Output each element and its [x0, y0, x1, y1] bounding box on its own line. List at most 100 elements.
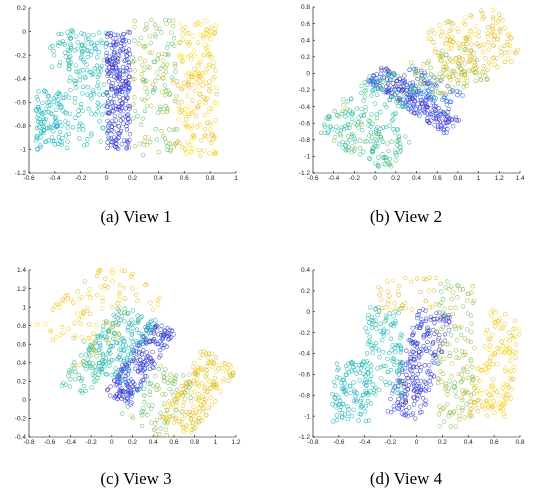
scatter-point: [89, 296, 93, 300]
scatter-point: [448, 351, 452, 355]
x-tick-label: 0.2: [128, 439, 137, 446]
scatter-point: [503, 44, 507, 48]
x-tick-label: 0.2: [391, 175, 400, 182]
x-tick-label: -0.6: [44, 439, 56, 446]
scatter-point: [134, 293, 138, 297]
scatter-point: [404, 307, 408, 311]
scatter-point: [127, 61, 131, 65]
y-tick-label: -0.6: [299, 120, 311, 127]
scatter-point: [120, 142, 124, 146]
scatter-point: [461, 305, 465, 309]
scatter-point: [396, 387, 400, 391]
scatter-point: [185, 94, 189, 98]
scatter-point: [73, 116, 77, 120]
scatter-point: [130, 336, 134, 340]
scatter-point: [417, 363, 421, 367]
scatter-point: [205, 19, 209, 23]
scatter-point: [470, 322, 474, 326]
scatter-point: [156, 332, 160, 336]
scatter-point: [515, 342, 519, 346]
scatter-point: [463, 416, 467, 420]
scatter-point: [88, 322, 92, 326]
scatter-point: [350, 414, 354, 418]
scatter-point: [454, 115, 458, 119]
scatter-point: [186, 141, 190, 145]
scatter-point: [475, 389, 479, 393]
scatter-point: [140, 315, 144, 319]
scatter-point: [58, 130, 62, 134]
scatter-point: [220, 366, 224, 370]
scatter-point: [157, 367, 161, 371]
scatter-point: [190, 430, 194, 434]
scatter-point: [78, 78, 82, 82]
scatter-point: [433, 32, 437, 36]
scatter-point: [74, 82, 78, 86]
scatter-point: [95, 64, 99, 68]
scatter-point: [57, 135, 61, 139]
scatter-point: [453, 390, 457, 394]
scatter-point: [150, 18, 154, 22]
caption-view-2: (b) View 2: [370, 207, 442, 226]
scatter-point: [485, 390, 489, 394]
scatter-point: [443, 386, 447, 390]
scatter-point: [143, 45, 147, 49]
scatter-point: [198, 100, 202, 104]
scatter-point: [416, 102, 420, 106]
scatter-point: [369, 368, 373, 372]
scatter-point: [153, 422, 157, 426]
scatter-point: [503, 51, 507, 55]
scatter-point: [500, 340, 504, 344]
scatter-point: [501, 386, 505, 390]
scatter-point: [396, 143, 400, 147]
scatter-point: [410, 308, 414, 312]
scatter-point: [441, 31, 445, 35]
scatter-point: [122, 286, 126, 290]
scatter-point: [191, 34, 195, 38]
scatter-point: [192, 146, 196, 150]
scatter-point: [486, 26, 490, 30]
scatter-point: [209, 141, 213, 145]
scatter-point: [447, 328, 451, 332]
scatter-point: [436, 381, 440, 385]
scatter-point: [172, 394, 176, 398]
scatter-point: [214, 24, 218, 28]
scatter-point: [367, 313, 371, 317]
scatter-point: [43, 121, 47, 125]
scatter-point: [470, 43, 474, 47]
scatter-point: [411, 326, 415, 330]
scatter-point: [370, 315, 374, 319]
scatter-point: [118, 95, 122, 99]
scatter-point: [77, 128, 81, 132]
scatter-point: [421, 396, 425, 400]
scatter-point: [114, 340, 118, 344]
scatter-point: [51, 308, 55, 312]
scatter-point: [446, 60, 450, 64]
scatter-point: [427, 346, 431, 350]
scatter-point: [446, 280, 450, 284]
scatter-point: [349, 391, 353, 395]
scatter-point: [136, 114, 140, 118]
scatter-point: [106, 119, 110, 123]
scatter-point: [130, 318, 134, 322]
x-tick-label: 1.2: [495, 175, 504, 182]
scatter-point: [386, 330, 390, 334]
scatter-point: [121, 122, 125, 126]
scatter-point: [453, 381, 457, 385]
scatter-point: [140, 424, 144, 428]
scatter-point: [441, 297, 445, 301]
scatter-point: [481, 70, 485, 74]
y-tick-label: 0.8: [301, 4, 310, 11]
scatter-point: [506, 57, 510, 61]
scatter-point: [151, 404, 155, 408]
scatter-point: [419, 379, 423, 383]
scatter-point: [366, 317, 370, 321]
scatter-point: [96, 81, 100, 85]
scatter-point: [499, 350, 503, 354]
x-tick-label: -0.4: [49, 175, 61, 182]
scatter-point: [375, 93, 379, 97]
y-tick-label: 0.4: [17, 360, 26, 367]
scatter-point: [491, 377, 495, 381]
scatter-point: [35, 95, 39, 99]
scatter-point: [381, 80, 385, 84]
scatter-point: [367, 124, 371, 128]
